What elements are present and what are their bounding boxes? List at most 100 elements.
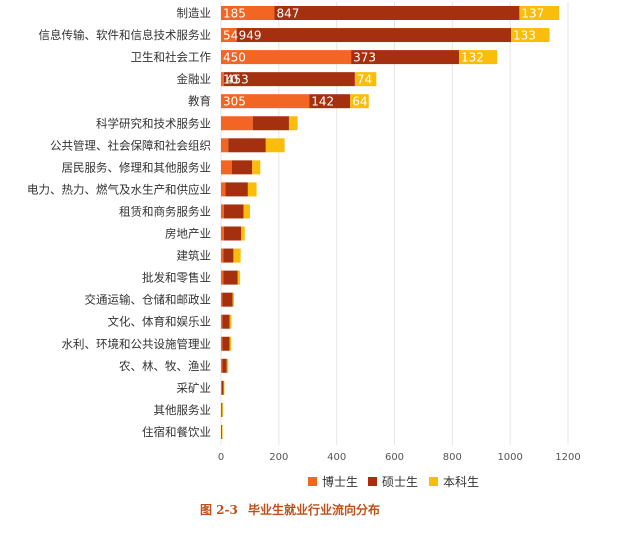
bar-13-2 [232, 292, 235, 307]
x-tick-label-2: 400 [327, 452, 346, 463]
bar-13-0 [221, 292, 223, 307]
data-label-2-0: 450 [223, 51, 246, 65]
bar-2-0 [221, 50, 352, 65]
caption-label: 图 2-3 [200, 503, 238, 517]
bar-17-0 [221, 380, 222, 395]
category-label-19: 住宿和餐饮业 [142, 425, 211, 439]
bar-8-2 [247, 182, 257, 197]
bar-2-2 [458, 50, 498, 65]
bar-1-1 [236, 28, 512, 43]
bar-12-1 [223, 270, 238, 285]
data-label-3-1: 453 [226, 73, 249, 87]
category-label-17: 采矿业 [177, 381, 212, 395]
bar-18-0 [221, 402, 222, 417]
bar-14-0 [221, 314, 223, 329]
category-label-12: 批发和零售业 [142, 271, 211, 285]
bar-9-2 [243, 204, 250, 219]
bar-3-1 [223, 72, 355, 87]
data-label-1-0: 54 [223, 29, 238, 43]
bar-8-1 [225, 182, 248, 197]
x-tick-label-6: 1200 [555, 452, 580, 463]
grid-layer [220, 2, 569, 445]
bar-10-2 [241, 226, 245, 241]
data-label-0-0: 185 [223, 7, 246, 21]
bar-15-1 [222, 336, 230, 351]
data-label-3-2: 74 [357, 73, 372, 87]
caption-text: 毕业生就业行业流向分布 [248, 502, 380, 517]
bar-17-1 [221, 380, 224, 395]
category-label-15: 水利、环境和公共设施管理业 [62, 337, 212, 351]
bar-10-0 [221, 226, 224, 241]
data-label-4-0: 305 [223, 95, 246, 109]
data-label-3-0: 10 [223, 73, 238, 87]
bar-4-0 [221, 94, 310, 109]
data-label-4-1: 142 [311, 95, 334, 109]
category-label-4: 教育 [188, 94, 211, 108]
category-label-3: 金融业 [177, 72, 212, 86]
figure-caption: 图 2-3 毕业生就业行业流向分布 [200, 502, 380, 517]
legend-label-1: 硕士生 [382, 475, 418, 489]
bar-17-2 [223, 380, 225, 395]
bar-2-1 [351, 50, 459, 65]
bars-layer [221, 6, 560, 439]
bar-5-2 [288, 116, 298, 131]
data-label-4-2: 64 [352, 95, 367, 109]
bar-12-2 [237, 270, 241, 285]
bar-7-1 [231, 160, 253, 175]
bar-19-2 [221, 424, 223, 439]
bar-8-0 [221, 182, 226, 197]
category-label-9: 租赁和商务服务业 [119, 204, 211, 218]
data-label-2-1: 373 [353, 51, 376, 65]
category-label-7: 居民服务、修理和其他服务业 [62, 160, 212, 174]
bar-14-1 [222, 314, 230, 329]
bar-16-1 [222, 358, 227, 373]
category-label-10: 房地产业 [165, 227, 211, 241]
bar-11-2 [233, 248, 241, 263]
bar-1-2 [511, 28, 550, 43]
bar-1-0 [221, 28, 237, 43]
bar-9-1 [223, 204, 244, 219]
x-tick-label-5: 1000 [497, 452, 522, 463]
x-axis-ticks: 0 200 400 600 800 1000 1200 [218, 452, 581, 463]
bar-19-1 [221, 424, 223, 439]
bar-9-0 [221, 204, 224, 219]
bar-7-0 [221, 160, 232, 175]
bar-15-2 [229, 336, 232, 351]
category-label-0: 制造业 [177, 6, 212, 20]
bar-15-0 [221, 336, 223, 351]
bar-6-2 [265, 138, 285, 153]
x-tick-label-3: 600 [385, 452, 404, 463]
category-label-11: 建筑业 [177, 249, 212, 263]
category-label-5: 科学研究和技术服务业 [96, 116, 211, 130]
bar-10-1 [223, 226, 242, 241]
bar-0-0 [221, 6, 275, 20]
x-tick-label-1: 200 [269, 452, 288, 463]
category-label-13: 交通运输、仓储和邮政业 [85, 293, 212, 307]
bar-11-0 [221, 248, 224, 263]
bar-0-1 [274, 6, 520, 20]
data-label-0-1: 847 [276, 7, 299, 21]
bar-16-2 [226, 358, 229, 373]
data-label-1-2: 133 [513, 29, 536, 43]
bar-3-0 [221, 72, 224, 87]
legend-swatch-0 [308, 477, 317, 486]
bar-5-0 [221, 116, 253, 131]
legend-label-0: 博士生 [322, 474, 358, 489]
data-label-1-1: 949 [239, 29, 262, 43]
category-label-8: 电力、热力、燃气及水生产和供应业 [27, 182, 211, 196]
bar-6-1 [228, 138, 266, 153]
category-labels: 制造业信息传输、软件和信息技术服务业卫生和社会工作金融业教育科学研究和技术服务业… [27, 6, 211, 439]
category-label-16: 农、林、牧、渔业 [119, 359, 211, 373]
category-label-14: 文化、体育和娱乐业 [108, 315, 212, 329]
bar-0-2 [519, 6, 560, 20]
bar-16-0 [221, 358, 223, 373]
legend: 博士生 硕士生 本科生 [308, 474, 479, 489]
x-tick-label-0: 0 [218, 452, 224, 463]
bar-12-0 [221, 270, 224, 285]
legend-swatch-1 [368, 477, 377, 486]
bar-4-1 [309, 94, 351, 109]
data-label-0-2: 137 [521, 7, 544, 21]
